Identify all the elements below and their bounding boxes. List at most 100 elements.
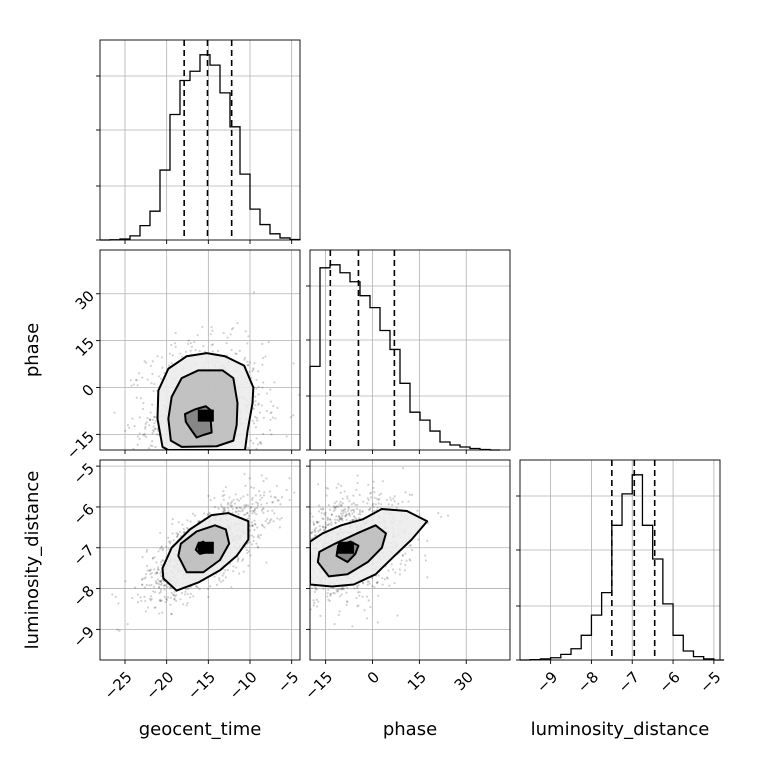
sample-point bbox=[175, 455, 177, 457]
sample-point bbox=[274, 417, 277, 420]
sample-point bbox=[211, 350, 214, 353]
sample-point bbox=[209, 462, 211, 464]
panel-contents bbox=[100, 250, 300, 489]
sample-point bbox=[242, 570, 245, 573]
sample-point bbox=[138, 432, 141, 435]
sample-point bbox=[193, 457, 195, 459]
sample-point bbox=[375, 581, 379, 584]
sample-point bbox=[337, 519, 341, 522]
sample-point bbox=[361, 509, 364, 513]
sample-point bbox=[152, 425, 155, 428]
sample-point bbox=[243, 473, 246, 476]
sample-point bbox=[177, 454, 179, 456]
sample-point bbox=[145, 564, 149, 568]
hist-panel-luminosity_distance bbox=[516, 459, 725, 664]
contour-1 bbox=[167, 369, 239, 448]
sample-point bbox=[182, 603, 185, 606]
sample-point bbox=[173, 597, 176, 601]
sample-point bbox=[198, 588, 201, 591]
sample-point bbox=[393, 500, 396, 503]
sample-point bbox=[197, 487, 199, 489]
sample-point bbox=[160, 467, 162, 469]
sample-point bbox=[146, 378, 149, 381]
sample-point bbox=[241, 508, 244, 511]
y-tick-label-phase: 30 bbox=[72, 287, 98, 313]
sample-point bbox=[401, 500, 404, 503]
sample-point bbox=[340, 588, 343, 591]
sample-point bbox=[282, 567, 284, 569]
sample-point bbox=[327, 598, 330, 601]
sample-point bbox=[232, 326, 235, 330]
sample-point bbox=[151, 440, 154, 443]
sample-point bbox=[390, 498, 393, 502]
sample-point bbox=[154, 606, 157, 609]
sample-point bbox=[324, 526, 327, 529]
sample-point bbox=[329, 593, 332, 596]
sample-point bbox=[246, 551, 249, 555]
sample-point bbox=[236, 321, 239, 325]
sample-point bbox=[306, 575, 308, 577]
sample-point bbox=[305, 539, 307, 541]
sample-point bbox=[355, 488, 358, 492]
sample-point bbox=[295, 530, 297, 532]
sample-point bbox=[281, 559, 283, 561]
sample-point bbox=[160, 582, 163, 585]
sample-point bbox=[186, 592, 189, 596]
sample-point bbox=[218, 579, 221, 582]
x-axis-label-luminosity_distance: luminosity_distance bbox=[531, 719, 710, 740]
sample-point bbox=[292, 560, 294, 562]
sample-point bbox=[338, 518, 341, 521]
sample-point bbox=[288, 512, 290, 514]
sample-point bbox=[304, 575, 306, 577]
sample-point bbox=[259, 498, 262, 501]
sample-point bbox=[333, 622, 336, 626]
sample-point bbox=[301, 571, 303, 573]
sample-point bbox=[215, 467, 217, 469]
sample-point bbox=[289, 534, 291, 536]
sample-point bbox=[211, 463, 213, 465]
sample-point bbox=[217, 452, 219, 454]
sample-point bbox=[298, 550, 300, 552]
sample-point bbox=[144, 422, 147, 425]
sample-point bbox=[293, 491, 296, 494]
sample-point bbox=[347, 507, 350, 510]
sample-point bbox=[111, 593, 114, 596]
sample-point bbox=[265, 517, 269, 520]
sample-point bbox=[278, 526, 281, 529]
sample-point bbox=[361, 582, 365, 585]
sample-point bbox=[180, 591, 184, 595]
sample-point bbox=[337, 515, 341, 518]
sample-point bbox=[152, 585, 156, 588]
sample-point bbox=[286, 529, 288, 531]
sample-point bbox=[265, 409, 268, 413]
sample-point bbox=[254, 451, 256, 453]
sample-point bbox=[358, 516, 361, 520]
sample-point bbox=[175, 593, 178, 597]
sample-point bbox=[324, 526, 327, 529]
sample-point bbox=[170, 591, 173, 594]
sample-point bbox=[189, 520, 192, 523]
sample-point bbox=[247, 514, 251, 517]
sample-point bbox=[310, 531, 313, 534]
sample-point bbox=[260, 523, 264, 526]
sample-point bbox=[247, 335, 250, 338]
sample-point bbox=[227, 474, 229, 476]
sample-point bbox=[334, 508, 337, 511]
sample-point bbox=[166, 585, 169, 588]
sample-point bbox=[229, 333, 232, 336]
sample-point bbox=[159, 561, 163, 564]
sample-point bbox=[153, 422, 156, 425]
sample-point bbox=[251, 523, 254, 527]
sample-point bbox=[144, 456, 146, 458]
sample-point bbox=[353, 587, 356, 590]
sample-point bbox=[235, 507, 238, 510]
sample-point bbox=[249, 509, 252, 513]
sample-point bbox=[249, 439, 252, 442]
sample-point bbox=[334, 521, 337, 525]
sample-point bbox=[297, 544, 299, 546]
sample-point bbox=[144, 576, 147, 579]
sample-point bbox=[136, 435, 140, 438]
sample-point bbox=[253, 508, 256, 511]
sample-point bbox=[348, 512, 351, 515]
sample-point bbox=[148, 584, 151, 587]
